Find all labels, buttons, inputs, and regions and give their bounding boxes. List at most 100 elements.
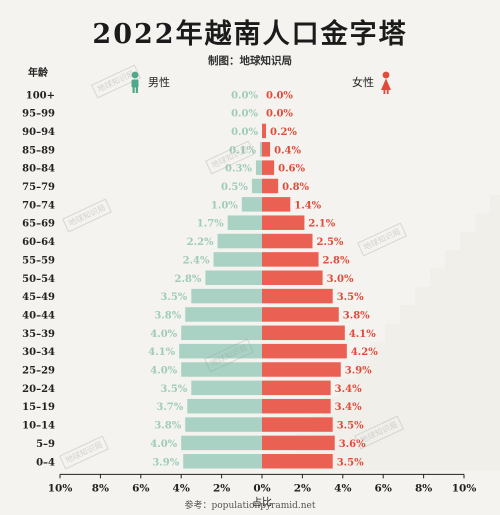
female-value-label: 3.5% <box>337 457 364 468</box>
age-group-label: 45–49 <box>22 292 55 303</box>
legend-female-label: 女性 <box>352 75 374 89</box>
male-value-label: 4.1% <box>148 347 175 358</box>
male-value-label: 3.7% <box>156 402 183 413</box>
female-bar <box>262 343 347 359</box>
male-bar <box>259 142 262 157</box>
female-value-label: 4.2% <box>351 347 378 358</box>
female-value-label: 0.2% <box>270 127 297 138</box>
age-group-label: 70–74 <box>22 200 55 211</box>
age-group-label: 35–39 <box>22 329 55 340</box>
female-bar <box>262 380 331 396</box>
male-value-label: 3.8% <box>154 421 181 432</box>
background-step <box>475 213 500 232</box>
x-tick-label: 10% <box>48 482 73 494</box>
female-icon <box>383 89 386 94</box>
chart-subtitle: 制图：地球知识局 <box>208 55 292 67</box>
male-bar <box>183 454 262 469</box>
x-tick-label: 8% <box>415 482 432 494</box>
male-value-label: 4.0% <box>150 439 177 450</box>
male-bar <box>181 325 262 341</box>
female-bar <box>262 215 305 230</box>
male-value-label: 0.5% <box>221 182 248 193</box>
male-bar <box>191 380 262 396</box>
age-group-label: 50–54 <box>22 274 55 285</box>
age-group-label: 75–79 <box>22 182 55 193</box>
male-bar <box>213 252 262 267</box>
male-value-label: 0.0% <box>231 109 258 120</box>
female-bar <box>262 435 335 451</box>
female-value-label: 2.5% <box>317 237 344 248</box>
male-value-label: 2.8% <box>175 274 202 285</box>
age-group-label: 65–69 <box>22 219 55 230</box>
female-icon <box>381 78 391 90</box>
female-value-label: 0.0% <box>266 109 293 120</box>
female-value-label: 1.4% <box>294 200 321 211</box>
male-icon <box>131 71 139 79</box>
male-value-label: 2.4% <box>183 255 210 266</box>
male-value-label: 2.2% <box>187 237 214 248</box>
age-group-label: 60–64 <box>22 237 55 248</box>
female-value-label: 3.6% <box>339 439 366 450</box>
female-bar <box>262 454 333 469</box>
male-bar <box>241 197 262 212</box>
age-group-label: 80–84 <box>22 164 55 175</box>
female-bar <box>262 270 323 285</box>
female-bar <box>262 362 341 377</box>
male-bar <box>179 343 262 359</box>
female-value-label: 2.8% <box>323 255 350 266</box>
female-value-label: 3.5% <box>337 292 364 303</box>
female-value-label: 2.1% <box>308 219 335 230</box>
background-step <box>370 341 500 361</box>
female-bar <box>262 197 291 212</box>
female-bar <box>262 142 271 157</box>
female-value-label: 3.4% <box>335 402 362 413</box>
x-tick-label: 6% <box>132 482 149 494</box>
female-bar <box>262 252 319 267</box>
x-tick-label: 0% <box>253 482 270 494</box>
female-bar <box>262 325 345 341</box>
male-bar <box>227 215 262 230</box>
female-value-label: 3.8% <box>343 310 370 321</box>
male-value-label: 4.0% <box>150 329 177 340</box>
male-bar <box>255 160 262 175</box>
x-tick-label: 4% <box>173 482 190 494</box>
x-tick-label: 4% <box>334 482 351 494</box>
male-value-label: 1.7% <box>197 219 224 230</box>
source-note: 参考：populationpyramid.net <box>184 501 316 511</box>
chart-title: 2022年越南人口金字塔 <box>92 19 408 50</box>
female-value-label: 4.1% <box>349 329 376 340</box>
y-axis-title: 年龄 <box>28 66 49 79</box>
male-icon <box>131 79 139 88</box>
age-group-label: 20–24 <box>22 384 55 395</box>
background-step <box>355 360 500 379</box>
x-tick-label: 10% <box>452 482 477 494</box>
male-icon <box>132 86 135 93</box>
female-bar <box>262 178 279 194</box>
female-bar <box>262 307 339 322</box>
background-step <box>415 286 500 306</box>
female-bar <box>262 160 275 175</box>
background-step <box>340 378 500 397</box>
male-bar <box>181 435 262 451</box>
age-group-label: 5–9 <box>36 439 55 450</box>
male-value-label: 1.0% <box>211 200 238 211</box>
age-group-label: 0–4 <box>36 457 55 468</box>
age-group-label: 40–44 <box>22 310 55 321</box>
background-step <box>460 231 500 251</box>
age-group-label: 30–34 <box>22 347 55 358</box>
male-value-label: 3.8% <box>154 310 181 321</box>
male-value-label: 0.3% <box>225 164 252 175</box>
female-icon <box>382 71 390 79</box>
male-value-label: 0.1% <box>229 145 256 156</box>
male-icon <box>135 86 138 93</box>
background-step <box>400 305 500 324</box>
age-group-label: 95–99 <box>22 109 55 120</box>
female-bar <box>262 417 333 432</box>
background-step <box>490 195 500 214</box>
age-group-label: 55–59 <box>22 255 55 266</box>
female-value-label: 3.9% <box>345 366 372 377</box>
background-step <box>445 250 500 269</box>
x-axis-title: 占比 <box>252 495 272 508</box>
female-bar <box>262 398 331 414</box>
